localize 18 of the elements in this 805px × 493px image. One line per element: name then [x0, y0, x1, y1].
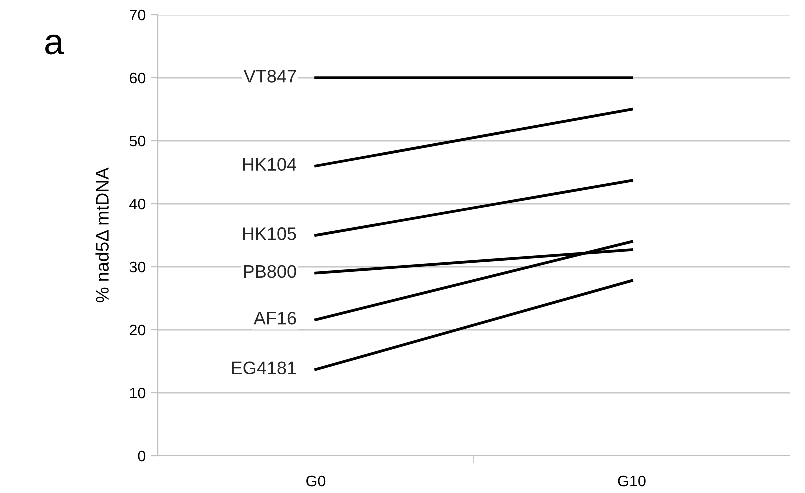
y-tick-label: 20 [130, 324, 146, 336]
series-label: EG4181 [232, 362, 296, 375]
series-label: PB800 [244, 265, 296, 278]
y-tick-label: 70 [130, 10, 146, 21]
y-tick-label: 60 [130, 72, 146, 84]
series-label: HK105 [243, 228, 296, 240]
y-tick-label: 10 [130, 388, 146, 399]
series-label: HK104 [243, 158, 297, 172]
series-label: AF16 [254, 312, 296, 325]
series-label: VT847 [244, 70, 296, 83]
y-axis-title: % nad5Δ mtDNA [96, 168, 109, 303]
y-tick-label: 50 [130, 136, 146, 147]
x-tick-label: G0 [306, 476, 326, 487]
y-tick-label: 30 [130, 262, 146, 273]
text: a [46, 34, 64, 55]
y-tick-label: 40 [130, 198, 146, 210]
x-tick-label: G10 [618, 476, 646, 487]
y-tick-label: 0 [138, 450, 146, 462]
